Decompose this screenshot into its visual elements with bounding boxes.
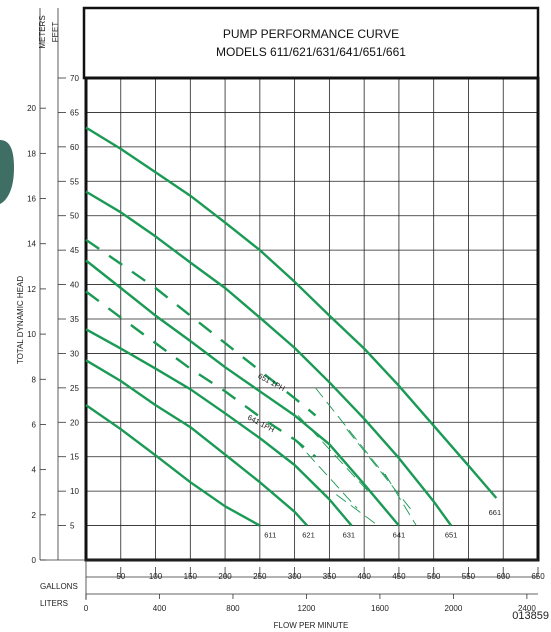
liter-tick-label-1600: 1600	[371, 604, 389, 613]
gallon-tick-label-200: 200	[218, 572, 232, 581]
pump-photo-fragment	[0, 140, 14, 204]
curve-611	[85, 404, 261, 527]
gallon-tick-label-300: 300	[288, 572, 302, 581]
meter-tick-label-4: 4	[32, 466, 37, 475]
feet-tick-label-25: 25	[70, 384, 79, 393]
feet-tick-label-55: 55	[70, 177, 79, 186]
feet-tick-label-65: 65	[70, 108, 79, 117]
feet-tick-label-10: 10	[70, 487, 79, 496]
curve-label-641: 641	[393, 530, 406, 539]
curve-label-661: 661	[489, 508, 502, 517]
curve-651	[85, 190, 453, 527]
gallon-tick-label-50: 50	[116, 572, 125, 581]
feet-tick-label-15: 15	[70, 453, 79, 462]
curve-label-621: 621	[302, 530, 315, 539]
chart-subtitle: MODELS 611/621/631/641/651/661	[216, 45, 406, 59]
curve-661	[85, 126, 498, 499]
meter-tick-label-10: 10	[27, 330, 36, 339]
chart-title: PUMP PERFORMANCE CURVE	[223, 27, 399, 41]
feet-tick-label-60: 60	[70, 143, 79, 152]
curve-label-631: 631	[343, 530, 356, 539]
curve-label-651-1ph: 651 1PH	[256, 371, 286, 393]
curve-621	[85, 359, 308, 527]
meter-tick-label-14: 14	[27, 240, 36, 249]
curves	[85, 126, 498, 527]
liter-tick-label-400: 400	[153, 604, 167, 613]
feet-unit-label: FEET	[51, 22, 60, 43]
curve-631	[85, 328, 353, 527]
ticks: 5 10 15 20 25 30 35 40 45 50 55 60 65 70 0 2 4 6 8 10 12 14 16…	[27, 74, 545, 613]
gallon-tick-label-100: 100	[149, 572, 163, 581]
meter-tick-label-0: 0	[32, 556, 37, 565]
gallon-tick-label-150: 150	[184, 572, 198, 581]
liter-tick-label-2000: 2000	[445, 604, 463, 613]
meter-tick-label-18: 18	[27, 149, 36, 158]
gallon-tick-label-550: 550	[462, 572, 476, 581]
gallon-tick-label-350: 350	[323, 572, 337, 581]
meter-tick-label-16: 16	[27, 195, 36, 204]
grid	[86, 78, 538, 560]
gallon-tick-label-450: 450	[392, 572, 406, 581]
liter-tick-label-1200: 1200	[298, 604, 316, 613]
meters-unit-label: METERS	[38, 15, 47, 48]
curve-651-1ph	[85, 238, 317, 417]
hatched-segment-2	[315, 387, 393, 485]
meter-tick-label-12: 12	[27, 285, 36, 294]
hatched-segment-0	[294, 439, 358, 509]
curve-label-611: 611	[264, 530, 276, 539]
y-axis-title: TOTAL DYNAMIC HEAD	[16, 276, 25, 365]
meter-tick-label-8: 8	[32, 375, 37, 384]
feet-tick-label-35: 35	[70, 315, 79, 324]
feet-tick-label-5: 5	[70, 522, 75, 531]
liters-unit-label: LITERS	[40, 599, 68, 608]
axes	[39, 8, 540, 600]
gallon-tick-label-250: 250	[253, 572, 267, 581]
curve-641	[85, 259, 400, 527]
feet-tick-label-20: 20	[70, 418, 79, 427]
liter-tick-label-0: 0	[84, 604, 89, 613]
feet-tick-label-70: 70	[70, 74, 79, 83]
liter-tick-label-800: 800	[226, 604, 240, 613]
feet-tick-label-45: 45	[70, 246, 79, 255]
gallon-tick-label-500: 500	[427, 572, 441, 581]
catalog-number: 013859	[512, 610, 549, 622]
hatched-segment-3	[346, 428, 414, 513]
curve-label-651: 651	[445, 530, 458, 539]
curve-641-1ph	[85, 290, 317, 458]
feet-tick-label-50: 50	[70, 212, 79, 221]
x-axis-title: FLOW PER MINUTE	[274, 621, 349, 630]
hatched-segment-4	[336, 494, 379, 526]
gallon-tick-label-600: 600	[497, 572, 511, 581]
meter-tick-label-6: 6	[32, 420, 37, 429]
meter-tick-label-20: 20	[27, 104, 36, 113]
liter-tick-label-2400: 2400	[518, 604, 536, 613]
meter-tick-label-2: 2	[32, 511, 37, 520]
feet-tick-label-40: 40	[70, 281, 79, 290]
gallon-tick-label-400: 400	[357, 572, 371, 581]
title-box	[82, 6, 540, 80]
hatched-segment-5	[384, 473, 417, 526]
gallons-unit-label: GALLONS	[40, 582, 78, 591]
feet-tick-label-30: 30	[70, 349, 79, 358]
gallon-tick-label-650: 650	[531, 572, 545, 581]
